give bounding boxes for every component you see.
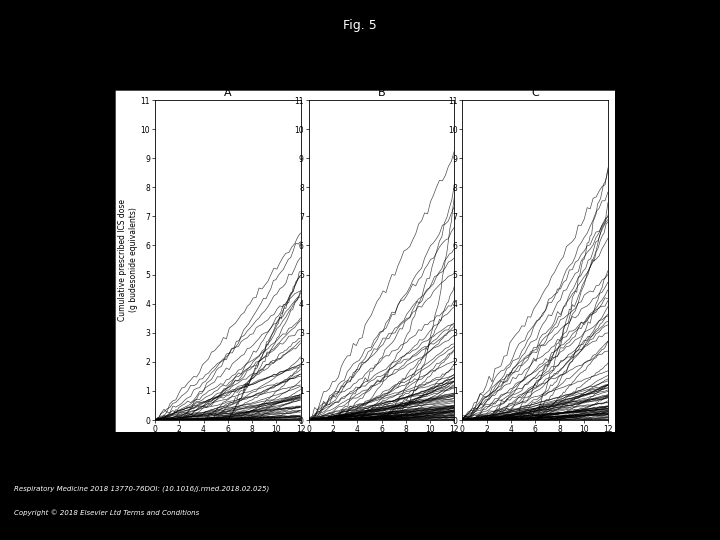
X-axis label: Years from diagnosis: Years from diagnosis xyxy=(495,437,575,445)
Title: A: A xyxy=(224,88,232,98)
X-axis label: Years from diagnosis: Years from diagnosis xyxy=(188,437,268,445)
Title: B: B xyxy=(378,88,385,98)
Text: Fig. 5: Fig. 5 xyxy=(343,19,377,32)
Text: Respiratory Medicine 2018 13770-76DOI: (10.1016/j.rmed.2018.02.025): Respiratory Medicine 2018 13770-76DOI: (… xyxy=(14,486,270,492)
Y-axis label: Cumulative prescribed ICS dose
(g budesonide equivalents): Cumulative prescribed ICS dose (g budeso… xyxy=(118,199,138,321)
Title: C: C xyxy=(531,88,539,98)
X-axis label: Years from diagnosis: Years from diagnosis xyxy=(342,437,421,445)
Text: Copyright © 2018 Elsevier Ltd Terms and Conditions: Copyright © 2018 Elsevier Ltd Terms and … xyxy=(14,509,199,516)
